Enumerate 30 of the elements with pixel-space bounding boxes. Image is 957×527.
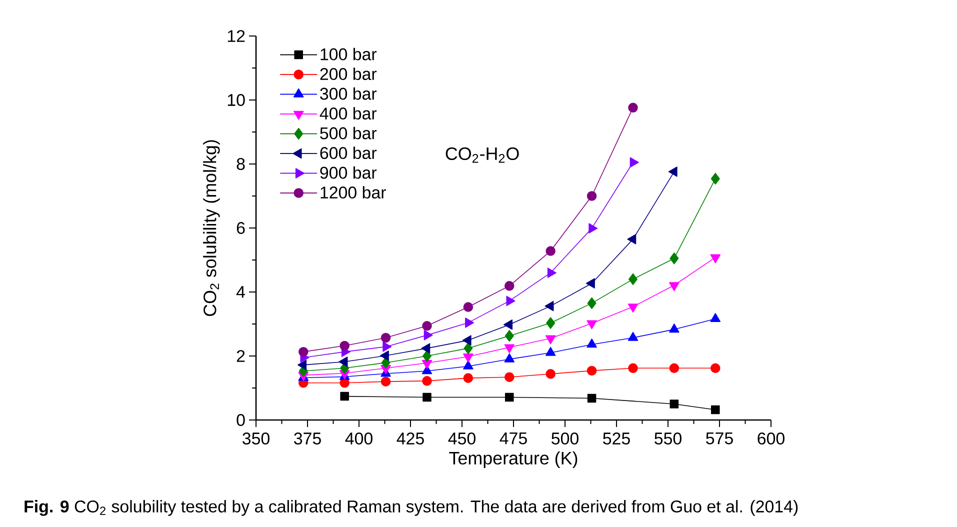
legend-label: 100 bar — [320, 48, 377, 60]
y-tick-label: 0 — [236, 414, 245, 426]
y-tick-label: 4 — [236, 286, 245, 298]
text: Fig. 9 CO$_{2}$ solubility tested by a calibrated Raman system. The data are derived from Guo et al. (2014) — [24, 500, 798, 516]
x-tick-label: 525 — [603, 432, 630, 445]
y-tick-label: 8 — [236, 158, 245, 170]
x-tick-label: 475 — [500, 432, 527, 444]
legend-label: 400 bar — [320, 107, 377, 120]
y-tick-label: 2 — [236, 350, 245, 362]
annotation: CO$_{2}$-H$_{2}$O — [446, 147, 519, 163]
x-tick-label: 550 — [654, 432, 682, 445]
legend-label: 300 bar — [320, 87, 377, 100]
legend-label: 1200 bar — [320, 186, 386, 199]
x-tick-label: 425 — [396, 432, 424, 445]
x-tick-label: 575 — [706, 432, 733, 444]
y-tick-label: 6 — [236, 222, 245, 234]
legend-label: 600 bar — [320, 146, 377, 160]
y-tick-label: 10 — [228, 94, 245, 106]
y-tick-label: 12 — [228, 30, 245, 42]
x-tick-label: 375 — [294, 432, 321, 445]
x-tick-label: 450 — [448, 432, 476, 445]
y-axis-title: CO$_{2}$ solubility (mol/kg) — [203, 140, 220, 316]
legend-label: 900 bar — [320, 166, 377, 179]
x-axis-title: Temperature (K) — [449, 451, 578, 468]
legend-label: 200 bar — [320, 68, 377, 80]
x-tick-label: 400 — [345, 432, 372, 445]
legend-label: 500 bar — [320, 126, 377, 140]
x-tick-label: 500 — [552, 432, 578, 445]
x-tick-label: 350 — [242, 432, 270, 445]
x-tick-label: 600 — [758, 432, 784, 445]
